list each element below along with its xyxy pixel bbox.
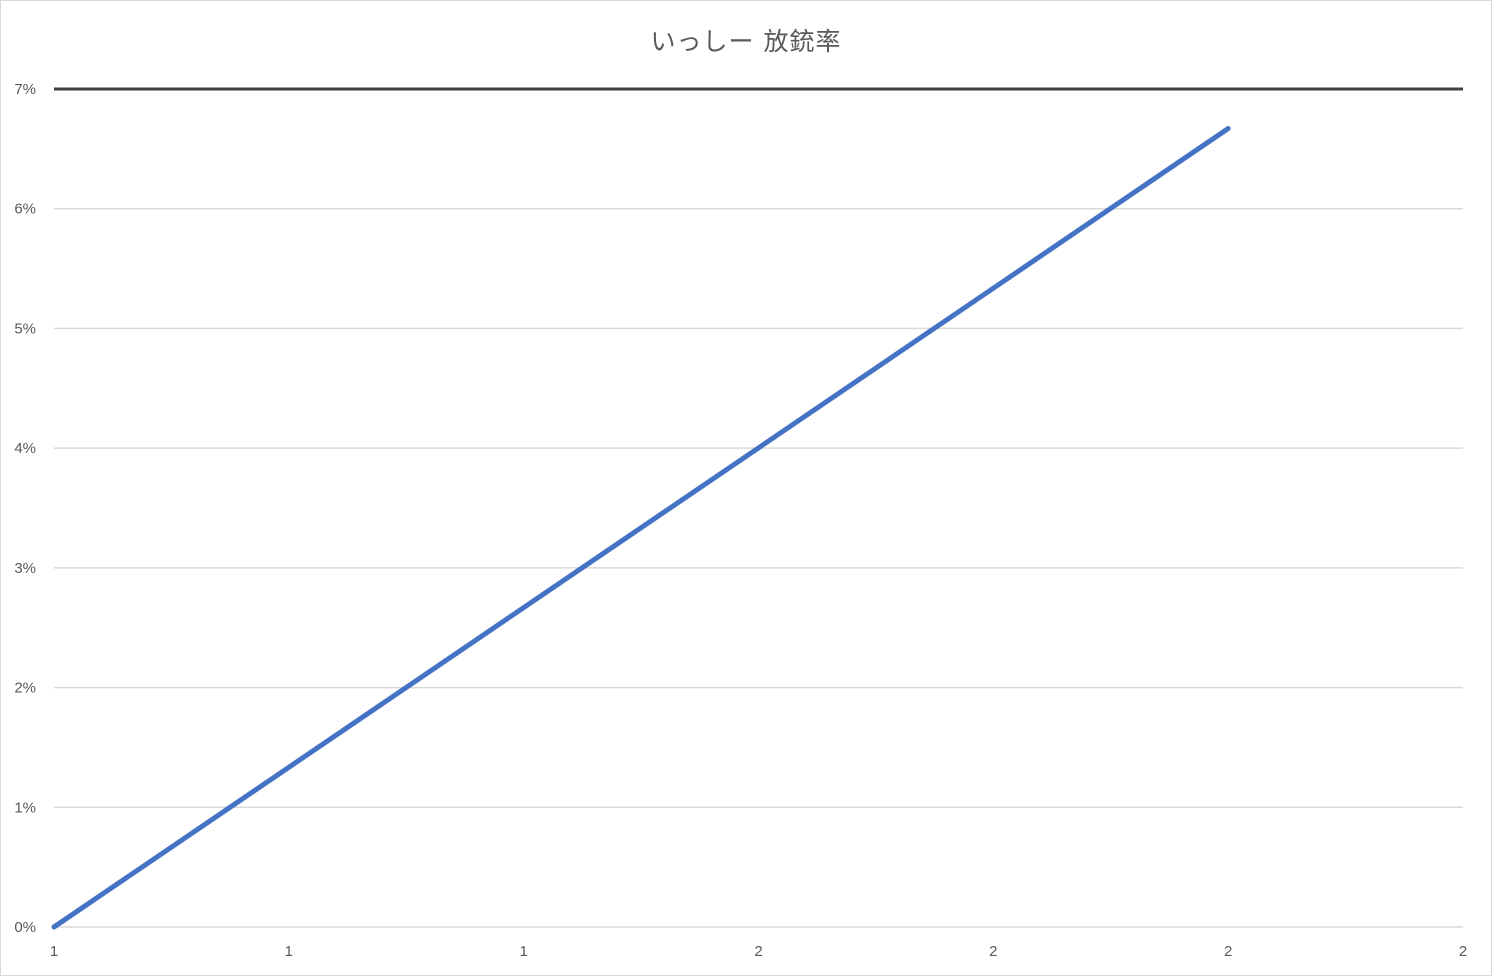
- x-tick-label: 2: [1459, 943, 1467, 960]
- chart-title: いっしー 放銃率: [650, 27, 842, 56]
- y-tick-label: 4%: [14, 440, 36, 457]
- x-tick-label: 1: [519, 943, 527, 960]
- x-tick-label: 2: [1224, 943, 1232, 960]
- x-tick-label: 1: [50, 943, 58, 960]
- x-tick-label: 1: [285, 943, 293, 960]
- x-tick-label: 2: [754, 943, 762, 960]
- y-tick-label: 3%: [14, 560, 36, 577]
- x-tick-label: 2: [989, 943, 997, 960]
- y-tick-label: 6%: [14, 201, 36, 218]
- y-tick-label: 5%: [14, 320, 36, 337]
- y-tick-label: 2%: [14, 680, 36, 697]
- y-tick-label: 0%: [14, 919, 36, 936]
- y-tick-label: 7%: [14, 81, 36, 98]
- y-tick-label: 1%: [14, 799, 36, 816]
- series-line: [51, 126, 1231, 930]
